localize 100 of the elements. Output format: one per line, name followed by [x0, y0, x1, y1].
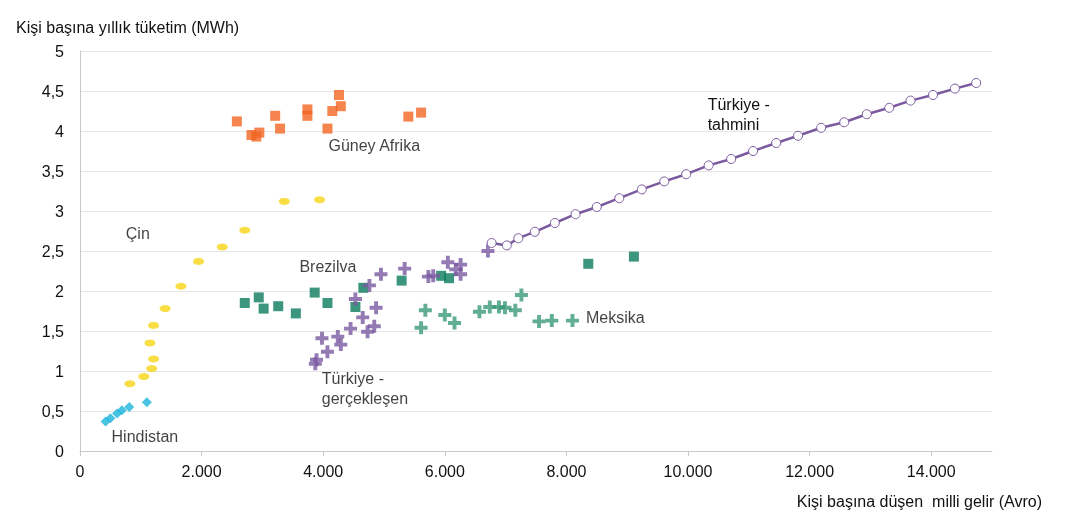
point	[532, 314, 546, 328]
point	[703, 160, 714, 171]
point	[414, 321, 428, 335]
point	[254, 127, 265, 138]
x-axis-title: Kişi başına düşen milli gelir (Avro)	[796, 492, 1042, 510]
point	[498, 301, 512, 315]
point	[614, 193, 625, 204]
point	[141, 397, 152, 408]
series-label: Meksika	[585, 308, 645, 326]
point	[486, 238, 497, 248]
y-tick-label: 3,5	[41, 162, 65, 180]
point	[513, 233, 524, 244]
point	[334, 90, 345, 100]
point	[839, 117, 850, 128]
point	[726, 154, 737, 164]
point	[273, 301, 284, 312]
point	[322, 298, 333, 308]
point	[309, 287, 320, 298]
point	[481, 244, 495, 258]
point	[816, 122, 827, 133]
point	[438, 308, 452, 322]
point	[591, 202, 602, 212]
x-tick-label: 0	[75, 462, 85, 480]
point	[449, 262, 463, 276]
point	[258, 303, 269, 314]
series-label: Türkiye - gerçekleşen	[321, 369, 409, 407]
point	[416, 107, 427, 118]
x-tick-label: 14.000	[906, 462, 956, 480]
point	[231, 116, 242, 127]
point	[793, 130, 804, 141]
point	[374, 267, 388, 281]
point	[398, 262, 412, 276]
point	[239, 298, 250, 308]
point	[253, 292, 264, 303]
y-tick-label: 2,5	[41, 242, 65, 260]
point	[771, 138, 782, 148]
y-tick-label: 1	[55, 362, 65, 380]
point	[529, 226, 540, 237]
point	[327, 106, 338, 116]
series-label: Türkiye - tahmini	[707, 95, 775, 133]
series-label: Brezilva	[299, 257, 357, 275]
point	[628, 251, 639, 262]
y-tick-label: 4,5	[41, 82, 65, 100]
x-tick-label: 6.000	[424, 462, 465, 480]
y-tick-label: 0,5	[41, 402, 65, 420]
point	[362, 278, 376, 292]
x-tick-label: 8.000	[546, 462, 587, 480]
point	[636, 184, 647, 195]
point	[361, 325, 375, 339]
point	[348, 292, 362, 306]
point	[322, 123, 333, 134]
point	[549, 218, 560, 228]
point	[545, 314, 559, 328]
point	[659, 176, 670, 187]
point	[971, 78, 982, 88]
point	[334, 338, 348, 352]
point	[335, 101, 346, 112]
y-tick-label: 3	[55, 202, 65, 220]
point	[905, 95, 916, 106]
y-axis-title: Kişi başına yıllık tüketim (MWh)	[16, 18, 240, 36]
point	[472, 305, 486, 319]
point	[356, 310, 370, 324]
y-tick-label: 0	[55, 442, 65, 460]
point	[418, 303, 432, 317]
series-label: Hindistan	[111, 427, 179, 445]
point	[514, 288, 528, 302]
point	[124, 402, 135, 412]
point	[884, 102, 895, 113]
point	[565, 314, 579, 328]
y-tick-label: 5	[55, 42, 65, 60]
point	[320, 345, 334, 359]
x-tick-label: 12.000	[785, 462, 835, 480]
point	[928, 90, 939, 100]
point	[403, 111, 414, 122]
point	[315, 331, 329, 345]
point	[116, 405, 127, 416]
point	[369, 301, 383, 315]
point	[441, 255, 455, 269]
point	[444, 273, 455, 284]
point	[681, 169, 692, 180]
x-tick-label: 10.000	[663, 462, 713, 480]
point	[302, 110, 313, 121]
point	[448, 316, 462, 330]
point	[344, 322, 358, 336]
point	[583, 258, 594, 269]
point	[748, 146, 759, 156]
text: Çin	[125, 225, 150, 242]
point	[270, 110, 281, 121]
y-tick-label: 4	[55, 122, 65, 140]
point	[570, 209, 581, 220]
point	[861, 109, 872, 120]
point	[426, 269, 440, 283]
point	[501, 240, 512, 251]
point	[331, 330, 345, 344]
point	[396, 275, 407, 286]
y-tick-label: 2	[55, 282, 65, 300]
point	[949, 83, 960, 94]
point	[508, 303, 522, 317]
y-tick-label: 1,5	[41, 322, 65, 340]
point	[275, 123, 286, 134]
